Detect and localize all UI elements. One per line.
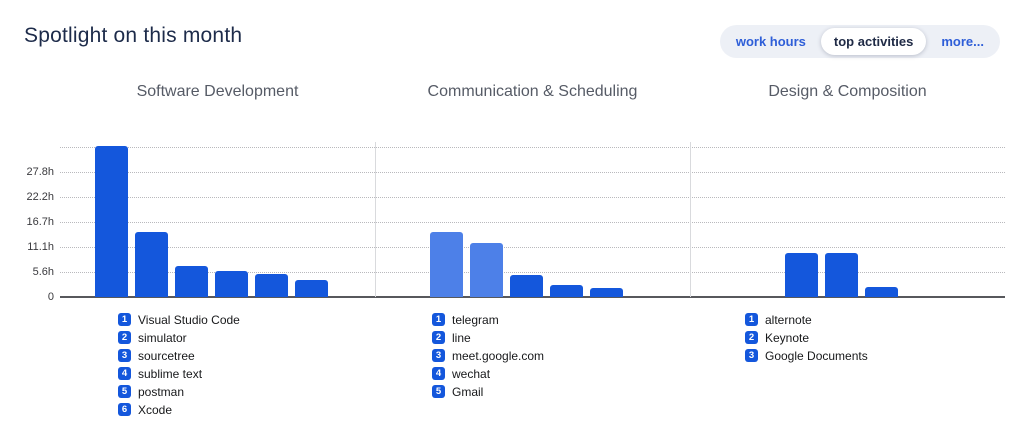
legend-item-label: Visual Studio Code [138, 312, 240, 327]
legend-item-label: Gmail [452, 384, 484, 399]
gridline [60, 147, 1005, 149]
bar[interactable] [825, 253, 858, 297]
bar[interactable] [295, 279, 328, 297]
view-toggle: work hours top activities more... [719, 25, 1000, 58]
legend-rank-badge: 3 [118, 349, 131, 362]
bar[interactable] [510, 274, 543, 297]
legend-item: 6 Xcode [118, 402, 240, 417]
legend-rank-badge: 6 [118, 403, 131, 416]
legend-item-label: Google Documents [765, 348, 868, 363]
bar[interactable] [430, 231, 463, 297]
page-title: Spotlight on this month [24, 24, 243, 47]
legend-item: 5 Gmail [432, 384, 544, 399]
legend: 1 alternote 2 Keynote 3 Google Documents [745, 312, 868, 363]
bar[interactable] [865, 287, 898, 297]
legend-item-label: Keynote [765, 330, 810, 345]
group-separator [690, 142, 691, 297]
chart-title-design-composition: Design & Composition [768, 83, 927, 100]
legend-rank-badge: 2 [118, 331, 131, 344]
gridline [60, 171, 1005, 173]
legend-item: 2 Keynote [745, 330, 868, 345]
tab-top-activities[interactable]: top activities [820, 28, 927, 55]
bar[interactable] [785, 253, 818, 297]
gridline [60, 271, 1005, 273]
legend-rank-badge: 3 [432, 349, 445, 362]
legend-rank-badge: 1 [745, 313, 758, 326]
x-axis-line [60, 296, 1005, 298]
legend-item: 1 Visual Studio Code [118, 312, 240, 327]
legend-item: 3 Google Documents [745, 348, 868, 363]
legend-item: 1 telegram [432, 312, 544, 327]
bar[interactable] [255, 273, 288, 297]
y-axis-tick: 16.7h [26, 215, 54, 228]
legend-item-label: telegram [452, 312, 499, 327]
legend-rank-badge: 5 [118, 385, 131, 398]
legend-rank-badge: 4 [118, 367, 131, 380]
legend-item: 4 sublime text [118, 366, 240, 381]
legend-rank-badge: 5 [432, 385, 445, 398]
group-separator [375, 142, 376, 297]
legend-item: 2 simulator [118, 330, 240, 345]
tab-more[interactable]: more... [941, 34, 984, 49]
legend-item-label: wechat [452, 366, 491, 381]
legend-item-label: simulator [138, 330, 187, 345]
bar[interactable] [175, 265, 208, 297]
legend-rank-badge: 1 [432, 313, 445, 326]
legend-item: 2 line [432, 330, 544, 345]
legend-rank-badge: 1 [118, 313, 131, 326]
y-axis-tick: 5.6h [32, 265, 54, 278]
legend-item-label: alternote [765, 312, 812, 327]
legend-item-label: Xcode [138, 402, 173, 417]
legend-rank-badge: 3 [745, 349, 758, 362]
y-axis-tick: 22.2h [26, 191, 54, 204]
legend: 1 Visual Studio Code 2 simulator 3 sourcetree… [118, 312, 240, 417]
legend-item: 5 postman [118, 384, 240, 399]
bar[interactable] [550, 285, 583, 297]
legend-item-label: sublime text [138, 366, 203, 381]
legend-item: 4 wechat [432, 366, 544, 381]
gridline [60, 247, 1005, 249]
legend-item-label: line [452, 330, 471, 345]
gridline [60, 221, 1005, 223]
legend-item-label: postman [138, 384, 185, 399]
y-axis-tick: 11.1h [27, 241, 54, 254]
legend-rank-badge: 4 [432, 367, 445, 380]
legend-rank-badge: 2 [745, 331, 758, 344]
bar[interactable] [470, 243, 503, 297]
legend-item-label: sourcetree [138, 348, 195, 363]
legend-item-label: meet.google.com [452, 348, 545, 363]
tab-work-hours[interactable]: work hours [735, 34, 806, 49]
y-axis-tick: 0 [47, 291, 54, 303]
bar[interactable] [215, 270, 248, 297]
legend-rank-badge: 2 [432, 331, 445, 344]
chart-title-software-development: Software Development [136, 83, 299, 100]
bar[interactable] [135, 231, 168, 297]
bar[interactable] [590, 288, 623, 297]
y-axis-tick: 27.8h [26, 165, 54, 178]
bar[interactable] [95, 146, 128, 297]
legend-item: 1 alternote [745, 312, 868, 327]
legend-item: 3 meet.google.com [432, 348, 545, 363]
gridline [60, 197, 1005, 199]
legend: 1 telegram 2 line 3 meet.google.com 4 wechat 5 Gm… [432, 312, 545, 399]
chart-title-communication-scheduling: Communication & Scheduling [427, 83, 638, 100]
legend-item: 3 sourcetree [118, 348, 240, 363]
